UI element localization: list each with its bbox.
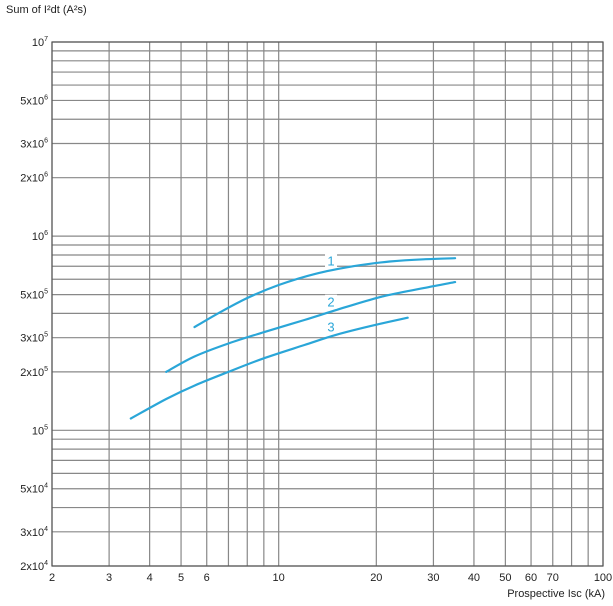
data-series: 1 2 3 [129,253,457,420]
y-tick-label: 5x105 [20,289,48,302]
x-tick-label: 5 [178,572,184,584]
y-tick-label: 2x106 [20,172,48,185]
grid-lines [51,41,604,567]
x-tick-label: 100 [594,572,612,584]
x-tick-label: 4 [147,572,153,584]
y-tick-label: 107 [32,36,48,49]
curve-label-bg [325,294,338,309]
curve-label-2: 2 [327,295,334,310]
curve-2 [165,281,457,373]
curve-1 [193,257,457,329]
y-tick-label: 2x104 [20,560,48,573]
x-tick-labels: 2 3 4 5 6 10 20 30 40 50 60 70 100 [49,572,612,584]
x-tick-label: 10 [273,572,285,584]
x-tick-label: 3 [106,572,112,584]
y-tick-label: 3x106 [20,138,48,151]
y-tick-label: 3x105 [20,332,48,345]
y-tick-label: 105 [32,424,48,437]
plot-border [51,41,604,567]
y-tick-label: 106 [32,230,48,243]
x-tick-label: 2 [49,572,55,584]
curve-label-1: 1 [327,254,334,269]
x-tick-label: 60 [525,572,537,584]
y-tick-label: 2x105 [20,366,48,379]
curve-label-3: 3 [327,319,334,334]
x-tick-label: 70 [547,572,559,584]
x-tick-label: 40 [468,572,480,584]
x-axis-title: Prospective Isc (kA) [507,588,605,600]
y-tick-labels: 2x104 3x104 5x104 105 2x105 3x105 5x105 106 2x10… [20,36,48,573]
y-axis-title: Sum of I²dt (A²s) [6,4,87,16]
curve-label-bg [325,319,338,334]
y-tick-label: 5x104 [20,483,48,496]
y-tick-label: 3x104 [20,526,48,539]
x-tick-label: 30 [427,572,439,584]
curve-label-bg [325,253,338,268]
y-tick-label: 5x106 [20,94,48,107]
curve-3 [129,316,409,420]
x-tick-label: 50 [499,572,511,584]
x-tick-label: 6 [204,572,210,584]
x-tick-label: 20 [370,572,382,584]
